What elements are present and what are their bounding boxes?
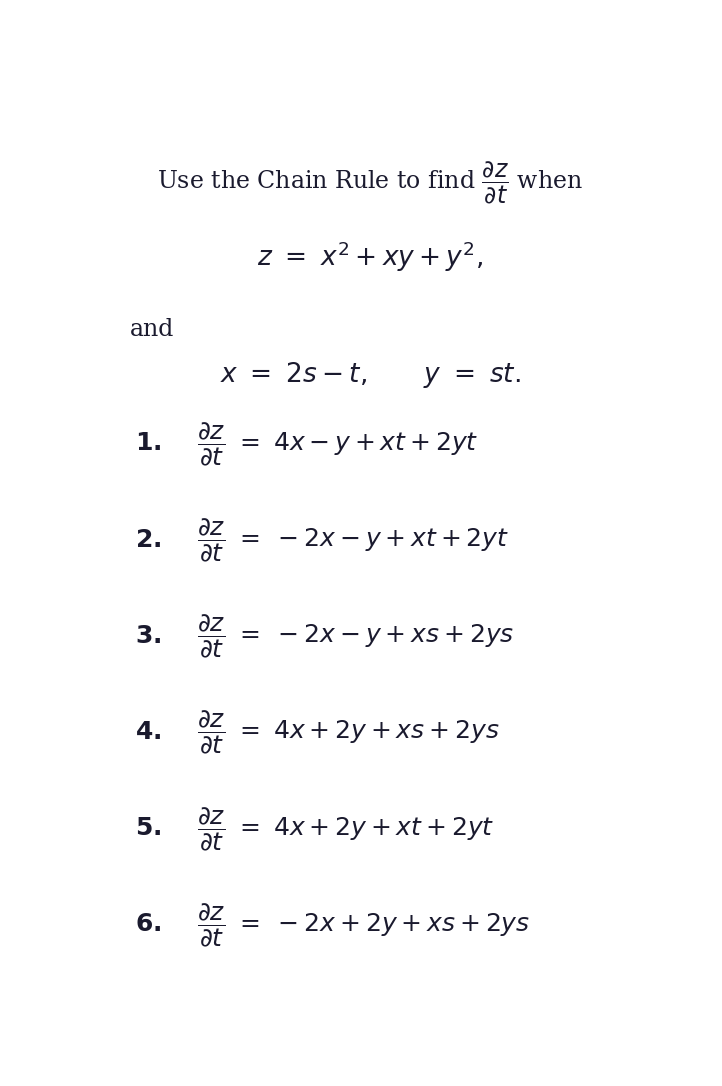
Text: $\mathbf{2.}$: $\mathbf{2.}$ (135, 529, 161, 552)
Text: and: and (129, 318, 174, 341)
Text: $\mathbf{6.}$: $\mathbf{6.}$ (135, 913, 161, 936)
Text: $\mathbf{4.}$: $\mathbf{4.}$ (135, 721, 161, 744)
Text: $\dfrac{\partial z}{\partial t} \ = \ -2x - y + xt + 2yt$: $\dfrac{\partial z}{\partial t} \ = \ -2… (196, 516, 509, 564)
Text: $\dfrac{\partial z}{\partial t} \ = \ -2x + 2y + xs + 2ys$: $\dfrac{\partial z}{\partial t} \ = \ -2… (196, 900, 530, 949)
Text: $\dfrac{\partial z}{\partial t} \ = \ -2x - y + xs + 2ys$: $\dfrac{\partial z}{\partial t} \ = \ -2… (196, 613, 514, 660)
Text: $\mathbf{5.}$: $\mathbf{5.}$ (135, 817, 161, 841)
Text: $\dfrac{\partial z}{\partial t} \ = \ 4x + 2y + xs + 2ys$: $\dfrac{\partial z}{\partial t} \ = \ 4x… (196, 708, 499, 756)
Text: $\mathbf{1.}$: $\mathbf{1.}$ (135, 432, 161, 455)
Text: $\dfrac{\partial z}{\partial t} \ = \ 4x + 2y + xt + 2yt$: $\dfrac{\partial z}{\partial t} \ = \ 4x… (196, 805, 494, 853)
Text: $x \ = \ 2s - t, \qquad y \ = \ st.$: $x \ = \ 2s - t, \qquad y \ = \ st.$ (219, 361, 521, 390)
Text: $\mathbf{3.}$: $\mathbf{3.}$ (135, 624, 161, 647)
Text: Use the Chain Rule to find $\dfrac{\partial z}{\partial t}$ when: Use the Chain Rule to find $\dfrac{\part… (157, 160, 583, 206)
Text: $\dfrac{\partial z}{\partial t} \ = \ 4x - y + xt + 2yt$: $\dfrac{\partial z}{\partial t} \ = \ 4x… (196, 420, 478, 468)
Text: $z \ = \ x^2 + xy + y^2,$: $z \ = \ x^2 + xy + y^2,$ (257, 239, 483, 274)
